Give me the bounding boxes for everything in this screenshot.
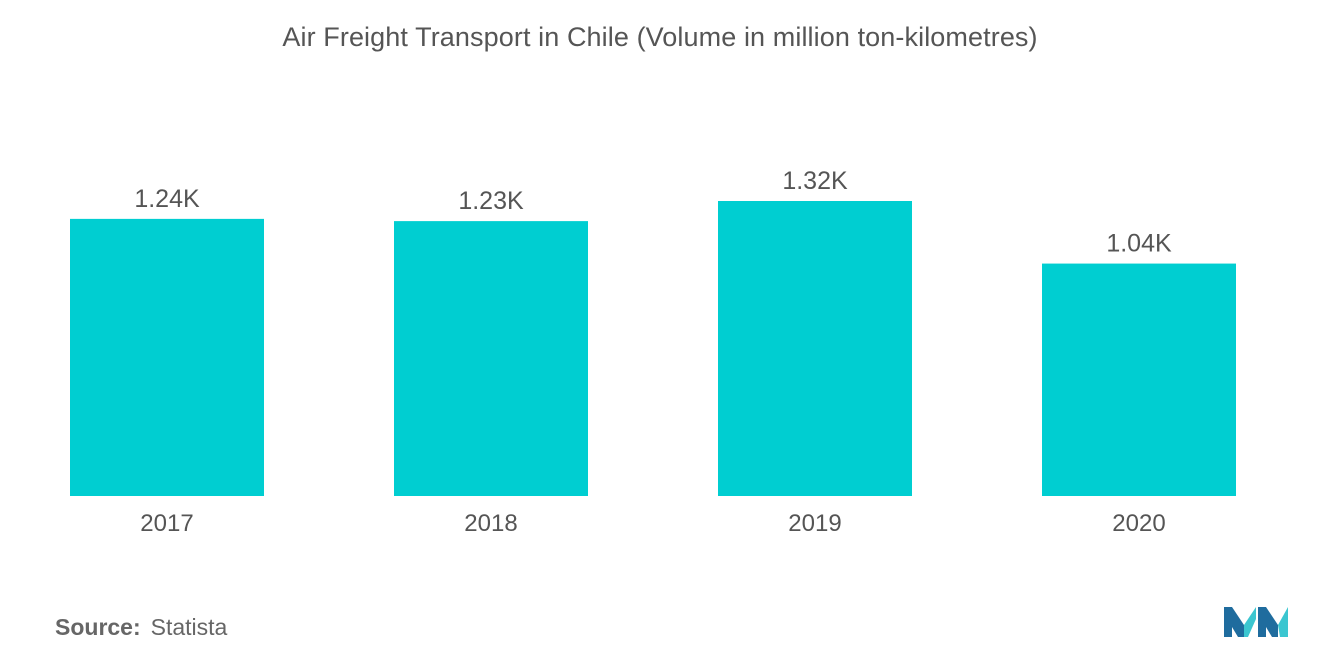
- x-tick-label-2018: 2018: [464, 510, 517, 537]
- x-tick-label-2020: 2020: [1112, 510, 1165, 537]
- bar-2019: [718, 201, 912, 496]
- data-label-2017: 1.24K: [134, 185, 200, 213]
- bar-chart: 1.24K 2017 1.23K 2018 1.32K 2019 1.04K 2020: [70, 167, 1236, 537]
- x-tick-label-2019: 2019: [788, 510, 841, 537]
- source-note: Source: Statista: [55, 614, 227, 641]
- source-value: Statista: [150, 614, 228, 640]
- bar-2018: [394, 221, 588, 496]
- bar-2017: [70, 218, 264, 496]
- data-label-2020: 1.04K: [1106, 230, 1172, 258]
- x-tick-label-2017: 2017: [140, 510, 193, 537]
- chart-title: Air Freight Transport in Chile (Volume i…: [282, 22, 1038, 52]
- data-label-2018: 1.23K: [458, 187, 524, 215]
- source-label: Source:: [55, 614, 141, 640]
- bar-2020: [1042, 263, 1236, 496]
- mordor-intelligence-logo-icon: [1224, 607, 1288, 637]
- data-label-2019: 1.32K: [782, 167, 848, 195]
